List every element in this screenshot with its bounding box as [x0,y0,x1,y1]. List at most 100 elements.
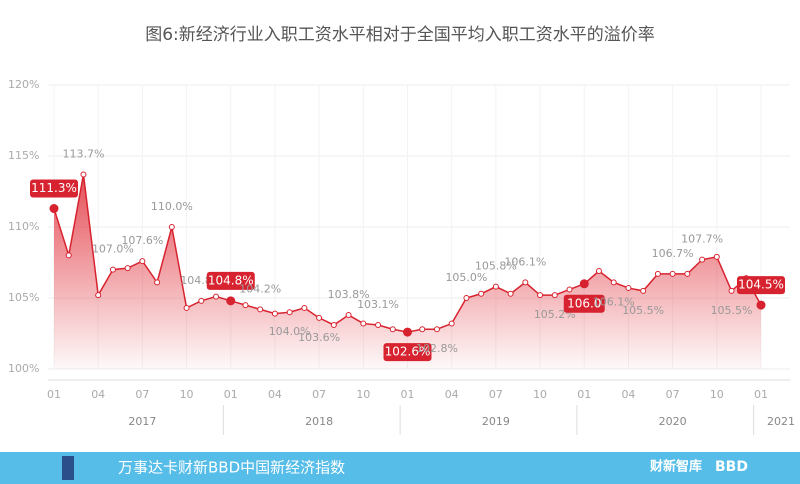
data-label: 104.8% [208,273,254,287]
data-label: 110.0% [151,200,193,213]
x-tick-label: 04 [621,388,635,401]
data-label: 102.8% [416,342,458,355]
label-box [383,343,432,362]
point [286,309,293,316]
point [551,292,558,299]
data-label: 105.0% [445,271,487,284]
point [345,312,352,319]
x-tick-label: 04 [91,388,105,401]
point [95,292,102,299]
point [242,302,249,309]
point [463,295,470,301]
point [226,296,236,306]
x-tick-label: 01 [224,388,238,401]
x-tick-label: 07 [666,388,680,401]
y-tick-label: 110% [8,220,39,233]
point [198,297,205,304]
data-label: 106.1% [504,255,546,268]
year-label: 2021 [767,415,795,428]
data-label: 106.1% [593,295,635,308]
data-label: 104.5% [738,278,784,292]
footer-text: 万事达卡财新BBD中国新经济指数 [118,459,345,477]
label-box [563,294,605,313]
point [124,265,131,272]
point [625,285,632,292]
chart-title: 图6:新经济行业入职工资水平相对于全国平均入职工资水平的溢价率 [145,25,655,45]
point [139,258,146,265]
footer-logo: BBD [715,459,748,475]
year-label: 2019 [482,415,510,428]
x-tick-label: 07 [489,388,503,401]
data-label: 105.5% [711,304,753,317]
y-tick-label: 105% [8,291,39,304]
data-label: 104.2% [239,282,281,295]
point [271,310,278,317]
data-label: 106.0 [567,296,601,310]
x-tick-label: 01 [47,388,61,401]
point [154,279,161,286]
point [389,326,396,333]
point [257,306,264,313]
x-tick-label: 10 [710,388,724,401]
point [330,321,337,328]
x-tick-label: 07 [312,388,326,401]
data-label: 103.6% [298,331,340,344]
x-tick-label: 10 [533,388,547,401]
y-tick-label: 120% [8,78,39,91]
point [756,300,766,310]
footer-icon [62,456,74,480]
point [699,256,706,263]
point [537,292,544,299]
point [65,252,72,259]
data-label: 111.3% [31,181,77,195]
data-label: 106.7% [652,247,694,260]
data-label: 107.0% [92,243,134,256]
point [403,327,412,337]
data-label: 104.0% [269,325,311,338]
label-box [30,179,78,198]
point [316,314,323,321]
point [109,266,116,273]
y-tick-label: 100% [8,362,39,375]
point [80,171,87,178]
year-label: 2017 [128,415,156,428]
point [713,253,720,260]
year-label: 2018 [305,415,333,428]
data-label: 107.6% [121,234,163,247]
point [566,286,573,293]
x-tick-label: 04 [445,388,459,401]
point [360,320,367,327]
point [507,290,514,297]
label-box [737,276,785,295]
point [213,293,220,300]
data-label: 107.7% [681,233,723,246]
point [433,326,440,333]
x-tick-label: 07 [135,388,149,401]
footer-logo: 财新智库 [650,459,702,475]
data-label: 105.8% [475,260,517,273]
point [419,326,426,333]
data-label: 113.7% [62,147,104,160]
y-tick-label: 115% [8,149,39,162]
point [579,279,589,289]
point [49,204,59,214]
point [492,283,499,290]
x-tick-label: 01 [577,388,591,401]
point [375,321,382,328]
footer-bar [0,452,800,484]
x-tick-label: 10 [356,388,370,401]
data-label: 103.8% [328,288,370,301]
data-label: 102.6% [385,345,431,359]
point [610,279,617,286]
area [54,174,761,369]
point [448,320,455,327]
point [640,287,647,294]
point [684,270,691,277]
data-label: 105.5% [622,304,664,317]
year-label: 2020 [659,415,687,428]
x-tick-label: 01 [754,388,768,401]
label-box [206,271,255,290]
point [669,270,676,277]
point [595,268,602,275]
